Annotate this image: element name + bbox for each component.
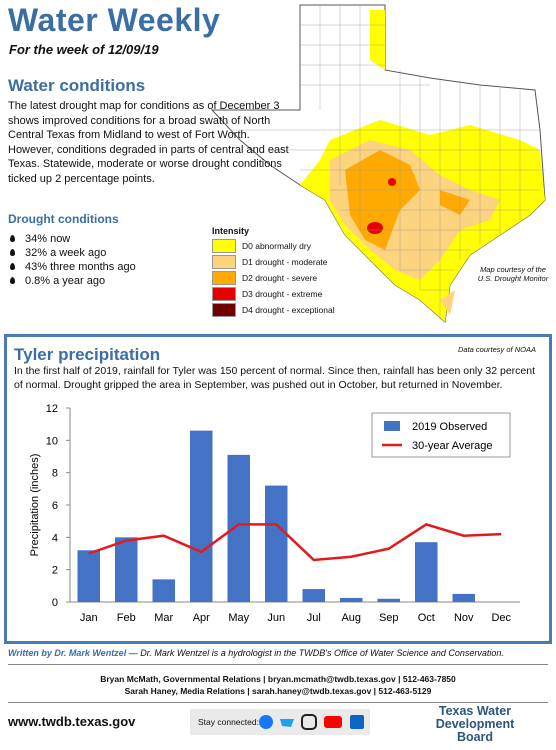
- contact-line: Bryan McMath, Governmental Relations | b…: [100, 674, 456, 684]
- contact-line: Sarah Haney, Media Relations | sarah.han…: [124, 686, 432, 696]
- drought-item: 0.8% a year ago: [8, 274, 136, 288]
- social-bar: Stay connected:: [190, 709, 370, 735]
- bar: [415, 542, 438, 602]
- twitter-icon[interactable]: [280, 719, 294, 727]
- legend-label: D0 abnormally dry: [242, 241, 311, 251]
- chart: 0 2 4 6 8 10 12 Precipitation (inches) Jan Feb Mar…: [29, 403, 520, 624]
- legend-label: D4 drought - exceptional: [242, 305, 335, 315]
- logo-line: Development Board: [435, 717, 515, 744]
- y-tick-label: 10: [46, 435, 58, 447]
- y-tick-label: 8: [52, 468, 58, 480]
- byline: Written by Dr. Mark Wentzel: [8, 648, 127, 658]
- y-tick-label: 2: [52, 565, 58, 577]
- bar: [340, 597, 363, 602]
- x-tick-label: Mar: [154, 612, 173, 624]
- legend-row: D0 abnormally dry: [212, 238, 335, 254]
- stay-connected: Stay connected:: [198, 717, 259, 727]
- bar: [190, 430, 213, 602]
- y-axis-label: Precipitation (inches): [29, 454, 41, 557]
- legend-swatch: [384, 421, 400, 431]
- county-lines: [230, 5, 545, 320]
- website: www.twdb.texas.gov: [8, 714, 136, 729]
- bar: [302, 589, 325, 602]
- x-tick-label: Aug: [341, 612, 361, 624]
- legend-row: D2 drought - severe: [212, 270, 335, 286]
- legend-title: Intensity: [212, 226, 250, 236]
- section-text: The latest drought map for conditions as…: [8, 100, 289, 185]
- precip-box: [4, 334, 552, 644]
- bar: [452, 593, 475, 602]
- bar: [115, 537, 138, 602]
- x-tick-label: Jul: [307, 612, 321, 624]
- map-legend: D0 abnormally dry D1 drought - moderate D2…: [212, 238, 335, 318]
- facebook-icon[interactable]: [259, 715, 273, 729]
- logo: Texas Water Development Board: [420, 705, 530, 744]
- section-heading: Drought conditions: [8, 212, 119, 226]
- divider: [8, 702, 548, 703]
- bar: [265, 485, 288, 602]
- legend-label: 2019 Observed: [412, 421, 487, 433]
- page-subtitle: For the week of 12/09/19: [9, 42, 159, 57]
- bar: [77, 550, 100, 602]
- legend-row: D4 drought - exceptional: [212, 302, 335, 318]
- bar: [227, 454, 250, 602]
- legend-box: [371, 412, 511, 458]
- legend-swatch: [212, 271, 236, 285]
- x-tick-label: May: [228, 612, 249, 624]
- drought-list: 34% now 32% a week ago 43% three months ag…: [8, 232, 136, 288]
- social-icons: [259, 714, 364, 730]
- x-tick-label: Dec: [491, 612, 511, 624]
- x-tick-label: Jun: [267, 612, 285, 624]
- legend-row: D3 drought - extreme: [212, 286, 335, 302]
- legend-swatch: [212, 255, 236, 269]
- section-heading: Tyler precipitation: [14, 345, 161, 364]
- divider: [8, 664, 548, 665]
- line: [88, 523, 502, 562]
- d3-area: [388, 178, 396, 186]
- legend-label: D3 drought - extreme: [242, 289, 323, 299]
- youtube-icon[interactable]: [324, 716, 342, 728]
- x-tick-label: Apr: [193, 612, 210, 624]
- x-tick-label: Oct: [418, 612, 435, 624]
- legend-label: 30-year Average: [412, 440, 493, 452]
- y-tick-label: 12: [46, 403, 58, 415]
- legend-swatch: [212, 287, 236, 301]
- drought-map: [210, 4, 546, 323]
- section-heading: Water conditions: [8, 76, 146, 95]
- data-credit: Data courtesy of NOAA: [458, 345, 536, 354]
- legend-swatch: [212, 303, 236, 317]
- map-credit: Map courtesy of the U.S. Drought Monitor: [477, 265, 549, 283]
- instagram-icon[interactable]: [301, 714, 317, 730]
- logo-line: Texas Water: [438, 704, 512, 718]
- bar: [377, 598, 400, 602]
- legend-label: D2 drought - severe: [242, 273, 318, 283]
- y-tick-label: 4: [52, 532, 58, 544]
- contacts: Bryan McMath, Governmental Relations | b…: [0, 673, 556, 697]
- byline-note: — Dr. Mark Wentzel is a hydrologist in t…: [126, 648, 504, 658]
- legend-row: D1 drought - moderate: [212, 254, 335, 270]
- x-tick-label: Jan: [80, 612, 98, 624]
- drought-item: 32% a week ago: [8, 246, 136, 260]
- page-title: Water Weekly: [8, 2, 221, 38]
- x-tick-label: Sep: [379, 612, 399, 624]
- linkedin-icon[interactable]: [350, 715, 364, 729]
- legend-label: D1 drought - moderate: [242, 257, 328, 267]
- bar: [152, 579, 175, 602]
- section-text: In the first half of 2019, rainfall for …: [14, 365, 536, 391]
- y-tick-label: 0: [52, 597, 58, 609]
- drought-item: 34% now: [8, 232, 136, 246]
- legend-swatch: [212, 239, 236, 253]
- x-tick-label: Nov: [454, 612, 474, 624]
- d3-area: [367, 222, 383, 234]
- x-tick-label: Feb: [117, 612, 136, 624]
- y-tick-label: 6: [52, 500, 58, 512]
- byline-row: Written by Dr. Mark Wentzel — Dr. Mark W…: [8, 648, 553, 658]
- drought-item: 43% three months ago: [8, 260, 136, 274]
